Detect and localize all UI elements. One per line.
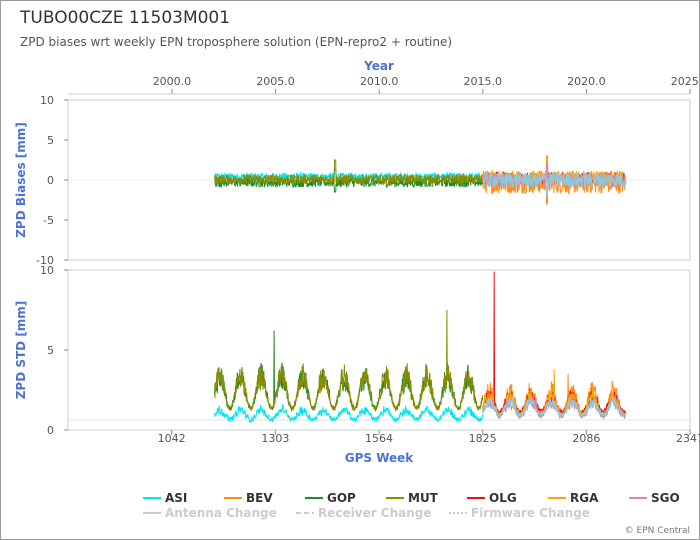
chart-title: TUBO00CZE 11503M001 — [20, 8, 231, 28]
legend-label-olg: OLG — [489, 491, 517, 505]
year-axis-title: Year — [363, 59, 394, 73]
week-tick-label-3: 1825 — [469, 432, 497, 445]
legend-label-sgo: SGO — [651, 491, 680, 505]
std-ylabel: ZPD STD [mm] — [14, 301, 28, 400]
bias-ytick-label-3: -5 — [43, 214, 54, 227]
bias-ytick-label-1: 5 — [47, 134, 54, 147]
std-series-sut — [482, 397, 627, 419]
week-tick-label-0: 1042 — [158, 432, 186, 445]
legend-label-gop: GOP — [327, 491, 356, 505]
week-tick-label-5: 2347 — [676, 432, 700, 445]
legend-label-rga: RGA — [570, 491, 599, 505]
bias-series-sut — [482, 170, 627, 197]
bias-series-mut — [214, 159, 484, 186]
credit-label: © EPN Central — [624, 526, 690, 536]
std-ytick-label-1: 5 — [47, 344, 54, 357]
legend-event-label-0: Antenna Change — [165, 506, 277, 520]
week-tick-label-1: 1303 — [261, 432, 289, 445]
std-ytick-label-2: 0 — [47, 424, 54, 437]
bias-ylabel: ZPD Biases [mm] — [14, 122, 28, 238]
legend-label-asi: ASI — [165, 491, 187, 505]
bias-ytick-label-4: -10 — [36, 254, 54, 267]
legend-event-label-2: Firmware Change — [471, 506, 590, 520]
chart-subtitle: ZPD biases wrt weekly EPN troposphere so… — [20, 35, 453, 49]
week-tick-label-2: 1564 — [365, 432, 393, 445]
year-tick-label-0: 2000.0 — [153, 75, 192, 88]
bias-ytick-label-0: 10 — [40, 94, 54, 107]
std-ytick-label-0: 10 — [40, 264, 54, 277]
std-series-asi — [214, 403, 484, 423]
year-tick-label-1: 2005.0 — [256, 75, 295, 88]
week-tick-label-4: 2086 — [572, 432, 600, 445]
year-tick-label-3: 2015.0 — [464, 75, 503, 88]
year-tick-label-2: 2010.0 — [360, 75, 399, 88]
std-series-rga — [482, 369, 627, 419]
bias-ytick-label-2: 0 — [47, 174, 54, 187]
year-tick-label-5: 2025.0 — [671, 75, 700, 88]
week-axis-title: GPS Week — [345, 451, 415, 465]
std-series-mut — [214, 309, 484, 413]
legend-event-label-1: Receiver Change — [318, 506, 432, 520]
legend-label-bev: BEV — [246, 491, 273, 505]
legend-label-mut: MUT — [408, 491, 439, 505]
year-tick-label-4: 2020.0 — [567, 75, 606, 88]
